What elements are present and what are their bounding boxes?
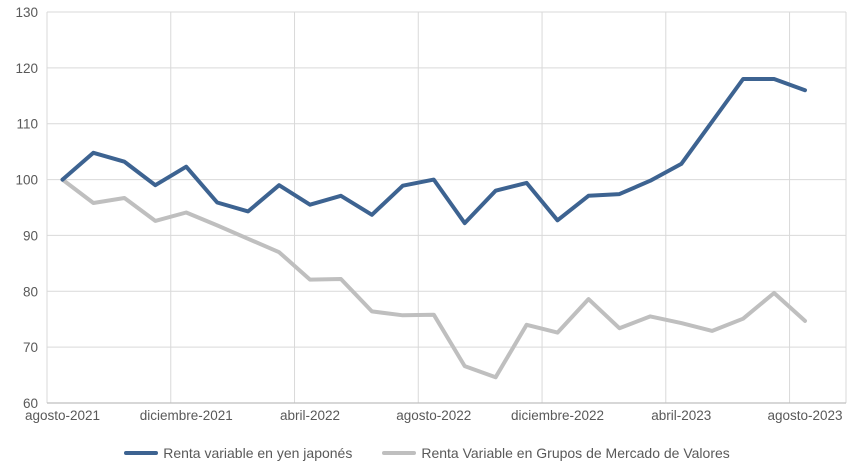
y-axis-tick-label: 80 (23, 284, 38, 299)
chart-legend: Renta variable en yen japonés Renta Vari… (0, 438, 854, 468)
legend-item-mercado: Renta Variable en Grupos de Mercado de V… (382, 445, 730, 461)
x-axis-tick-label: diciembre-2022 (511, 408, 604, 423)
x-axis-tick-label: agosto-2023 (767, 408, 842, 423)
y-axis-tick-label: 70 (23, 340, 38, 355)
y-axis-tick-label: 60 (23, 396, 38, 411)
line-chart: 60 70 80 90 100 110 120 130 agosto-2021 diciembre… (15, 5, 847, 423)
legend-label-mercado: Renta Variable en Grupos de Mercado de V… (421, 445, 730, 461)
legend-swatch-blue (124, 451, 159, 455)
x-axis-tick-label: agosto-2021 (25, 408, 100, 423)
y-axis-tick-label: 120 (15, 61, 38, 76)
y-axis-tick-label: 130 (15, 5, 38, 20)
y-axis-tick-label: 110 (16, 117, 38, 132)
x-axis-tick-label: diciembre-2021 (140, 408, 233, 423)
x-axis-tick-label: abril-2022 (280, 408, 340, 423)
y-axis-tick-label: 100 (15, 173, 38, 188)
y-axis-tick-label: 90 (23, 228, 38, 243)
x-axis-tick-label: abril-2023 (651, 408, 711, 423)
legend-swatch-gray (382, 451, 417, 455)
legend-item-yen: Renta variable en yen japonés (124, 445, 352, 461)
series-line-0 (60, 77, 807, 226)
x-axis-tick-label: agosto-2022 (396, 408, 471, 423)
series-line-1 (60, 177, 807, 380)
legend-label-yen: Renta variable en yen japonés (163, 445, 353, 461)
